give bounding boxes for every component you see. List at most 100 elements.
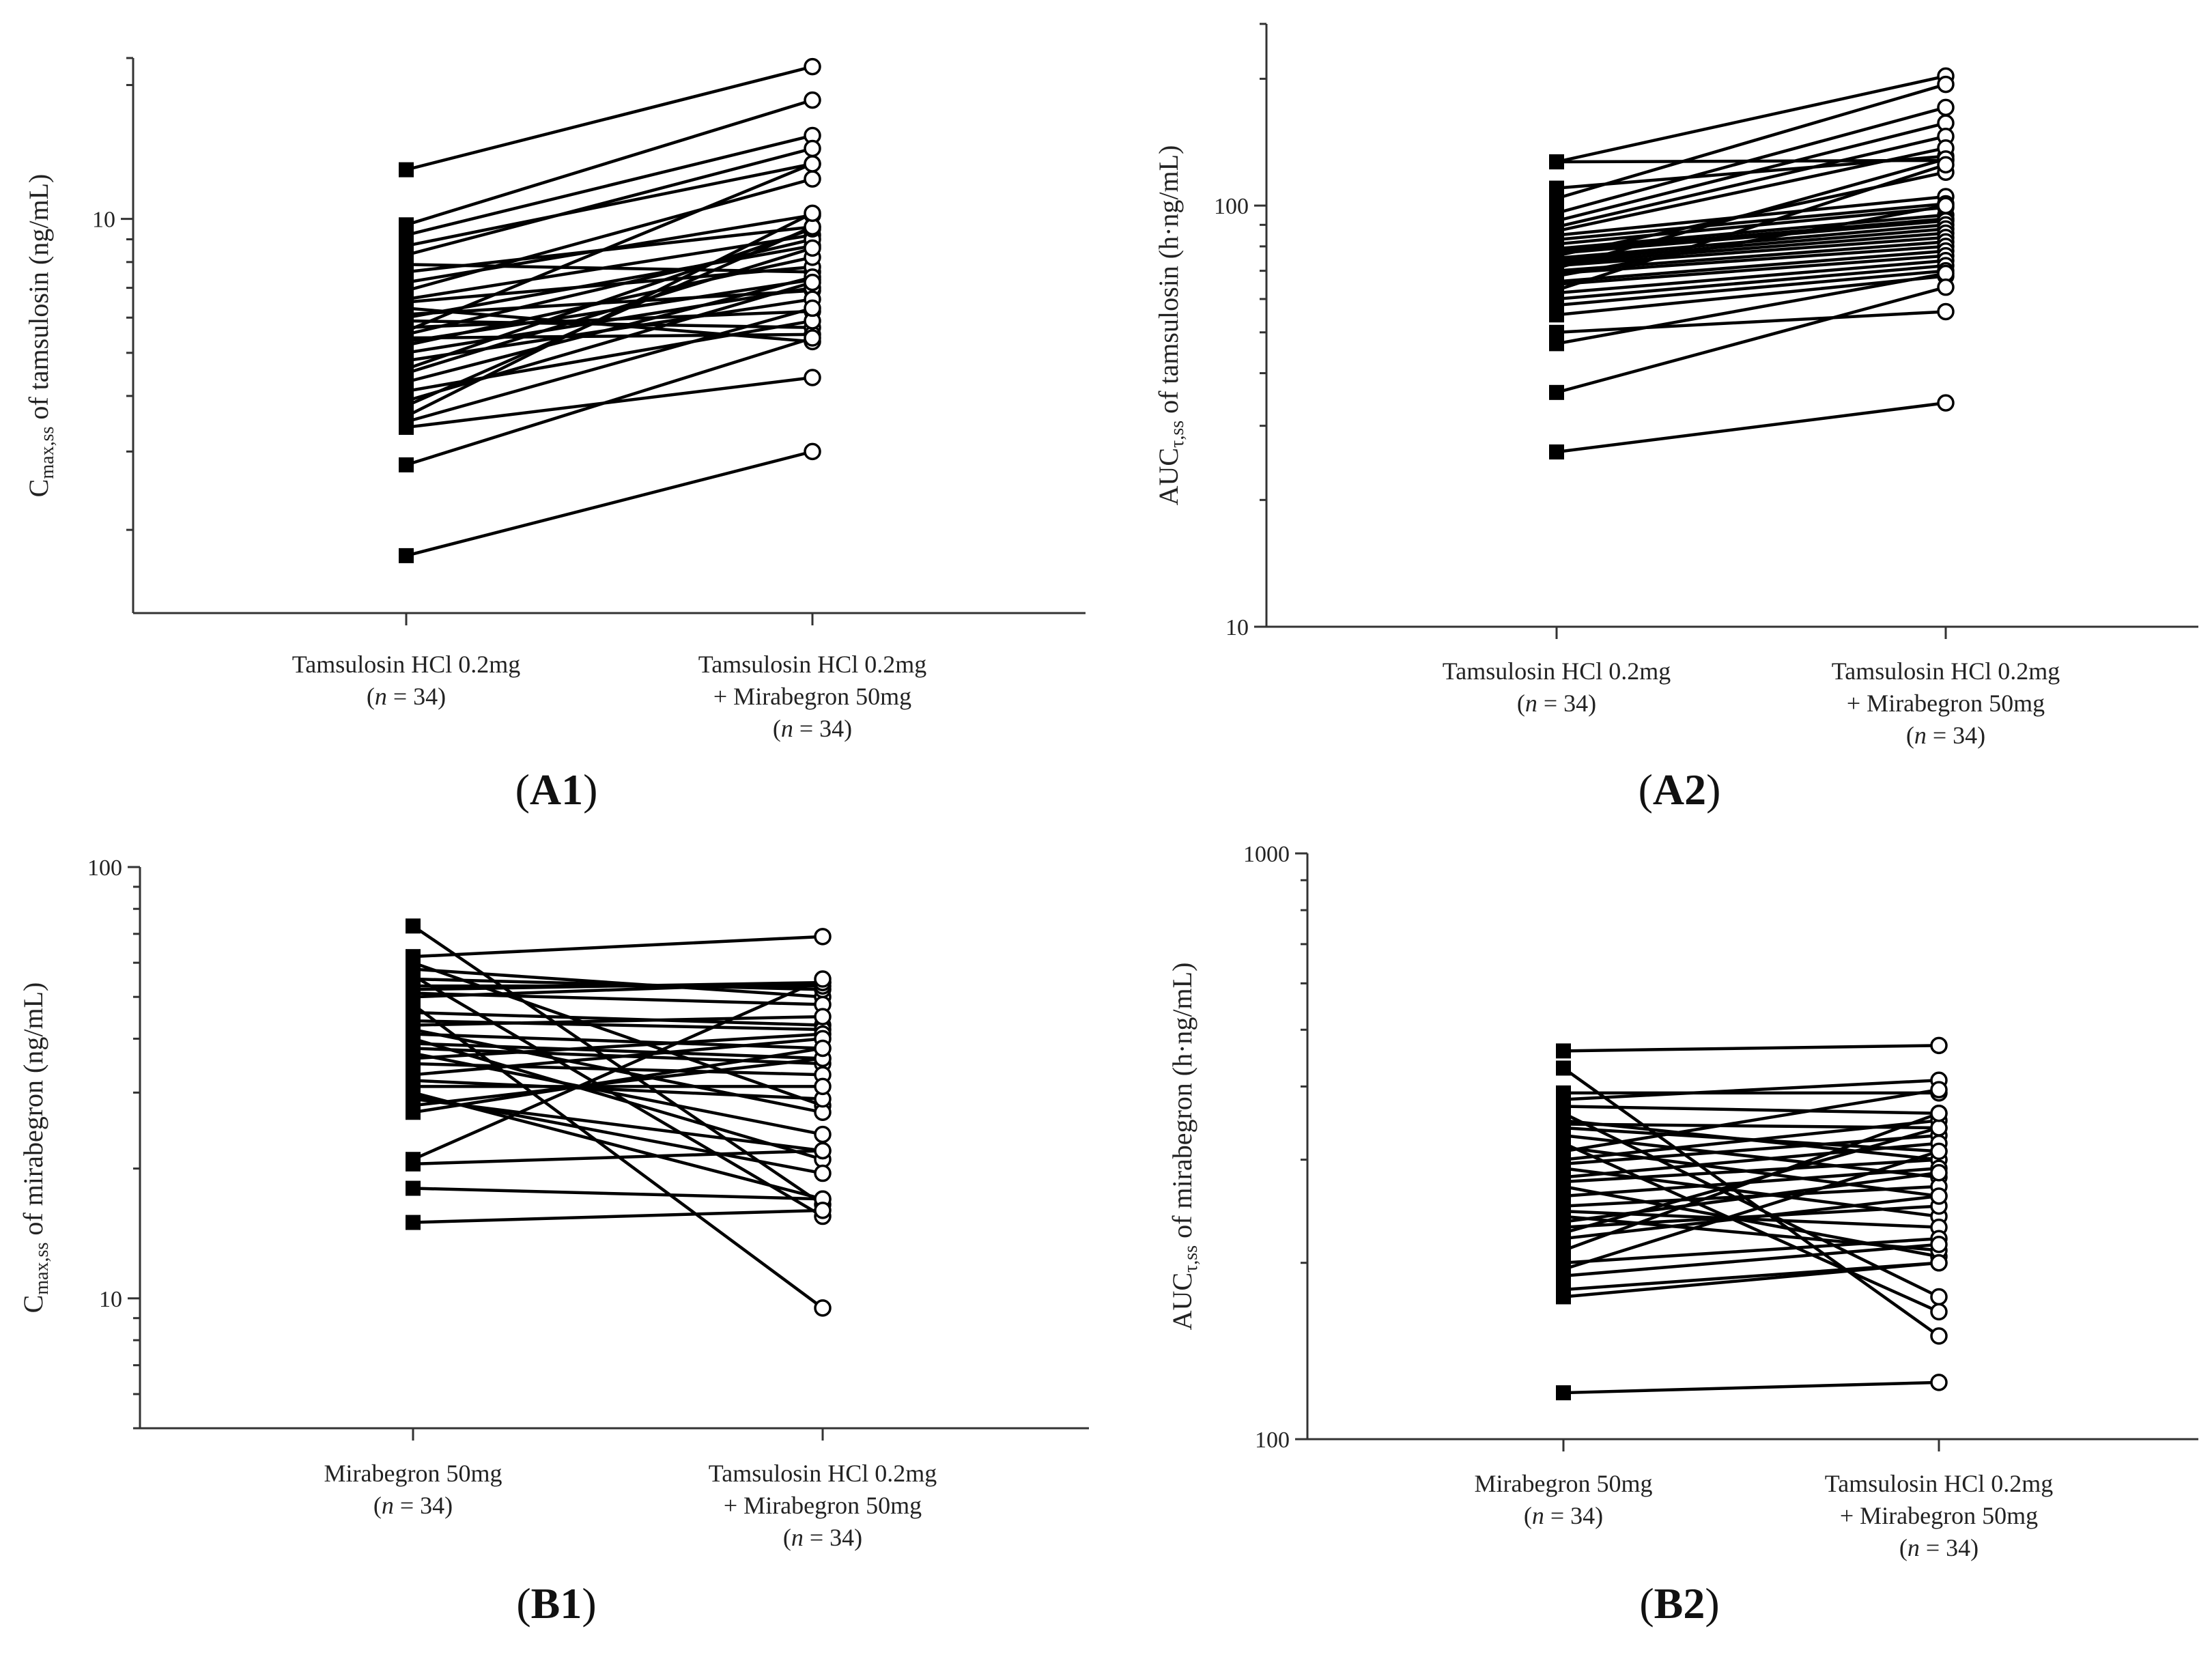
point-monotherapy	[406, 918, 421, 934]
subject-line	[1556, 254, 1946, 286]
subject-line	[406, 319, 813, 393]
subject-line	[406, 177, 813, 292]
point-coadministration	[814, 928, 832, 946]
point-coadministration	[1930, 1142, 1948, 1161]
subject-line	[412, 1149, 823, 1166]
subject-line	[1563, 1236, 1940, 1264]
category-label-line: (n = 34)	[367, 683, 446, 710]
point-coadministration	[814, 1299, 832, 1317]
category-label-line: Tamsulosin HCl 0.2mg	[292, 651, 521, 678]
subject-line	[1563, 1150, 1940, 1271]
subject-line	[412, 1032, 823, 1060]
subject-line	[1556, 146, 1946, 233]
panel-id: B2	[1654, 1579, 1705, 1628]
subject-line	[1556, 202, 1946, 242]
point-monotherapy	[1556, 1043, 1571, 1059]
point-coadministration	[1930, 1187, 1948, 1205]
point-coadministration	[804, 369, 821, 386]
n-symbol: n	[382, 1492, 394, 1519]
n-symbol: n	[781, 715, 793, 742]
subject-line	[1556, 163, 1946, 292]
y-label-subscript: τ,ss	[1180, 1245, 1202, 1273]
subject-line	[1556, 134, 1946, 229]
n-symbol: n	[1532, 1502, 1544, 1529]
n-count: = 34)	[804, 1524, 862, 1551]
point-coadministration	[1937, 278, 1955, 296]
subject-line	[406, 255, 813, 347]
subject-line	[412, 980, 823, 999]
subject-line	[406, 307, 813, 423]
point-coadministration	[804, 91, 821, 109]
y-axis-label: AUCτ,ss of tamsulosin (h·ng/mL)	[1153, 145, 1188, 506]
point-coadministration	[814, 1142, 832, 1160]
category-label-line: (n = 34)	[1524, 1502, 1603, 1529]
point-monotherapy	[1556, 1060, 1571, 1076]
subject-line	[1563, 1105, 1940, 1115]
subject-line	[412, 1037, 823, 1077]
point-monotherapy	[406, 1180, 421, 1196]
point-coadministration	[814, 1125, 832, 1144]
n-paren-open: (	[1906, 722, 1914, 749]
panel-paren-close: )	[1705, 1579, 1719, 1628]
subject-line	[1556, 269, 1946, 307]
y-label-rest: of mirabegron (ng/mL)	[18, 982, 48, 1243]
y-tick-label: 10	[1225, 615, 1249, 640]
point-coadministration	[1930, 1253, 1948, 1272]
panel-label: (A1)	[515, 765, 598, 814]
point-coadministration	[804, 57, 821, 76]
point-coadministration	[814, 970, 832, 988]
n-symbol: n	[791, 1524, 804, 1551]
category-label-line: + Mirabegron 50mg	[713, 683, 911, 710]
subject-line	[412, 1208, 823, 1224]
point-monotherapy	[1556, 1385, 1571, 1401]
panel-label: (B1)	[516, 1579, 596, 1628]
point-monotherapy	[399, 162, 414, 178]
subject-line	[1556, 106, 1946, 215]
point-coadministration	[1937, 98, 1955, 117]
y-label-subscript: max,ss	[37, 427, 58, 479]
point-coadministration	[1937, 197, 1955, 214]
subject-line	[1556, 231, 1946, 265]
y-axis-label: AUCτ,ss of mirabegron (h·ng/mL)	[1167, 963, 1202, 1331]
point-coadministration	[804, 139, 821, 158]
subject-line	[1563, 1044, 1940, 1053]
subject-line	[406, 336, 813, 467]
point-coadministration	[804, 204, 821, 223]
n-symbol: n	[375, 683, 387, 710]
subject-line	[406, 286, 813, 355]
point-monotherapy	[399, 457, 414, 472]
subject-line	[412, 1187, 823, 1201]
y-label-rest: of tamsulosin (h·ng/mL)	[1153, 145, 1184, 421]
point-coadministration	[1930, 1036, 1948, 1055]
subject-line	[1556, 217, 1946, 253]
subject-line	[1563, 1118, 1940, 1161]
n-count: = 34)	[394, 1492, 453, 1519]
subject-line	[1563, 1215, 1940, 1252]
subject-line	[412, 935, 823, 959]
subject-line	[1556, 401, 1946, 454]
category-label-line: (n = 34)	[773, 715, 852, 742]
subject-line	[412, 1037, 823, 1161]
panel-id: A2	[1653, 765, 1706, 814]
subject-line	[412, 1047, 823, 1114]
y-label-rest: of mirabegron (h·ng/mL)	[1167, 963, 1197, 1245]
y-label-subscript: τ,ss	[1167, 421, 1188, 448]
n-count: = 34)	[1927, 722, 1985, 749]
y-tick-label: 100	[87, 855, 122, 881]
subject-line	[412, 1015, 823, 1027]
subject-line	[412, 1010, 823, 1027]
category-label-line: Tamsulosin HCl 0.2mg	[698, 651, 927, 678]
subject-line	[1556, 122, 1946, 223]
y-label-subscript: max,ss	[31, 1243, 53, 1295]
point-monotherapy	[1549, 307, 1564, 323]
point-monotherapy	[1556, 1231, 1571, 1247]
subject-line	[1556, 249, 1946, 283]
category-label-line: Mirabegron 50mg	[1475, 1470, 1653, 1497]
point-monotherapy	[1556, 1268, 1571, 1284]
panel-paren-close: )	[583, 765, 597, 814]
subject-line	[1563, 1111, 1940, 1252]
point-monotherapy	[1556, 1289, 1571, 1305]
y-label-main: AUC	[1153, 448, 1184, 505]
